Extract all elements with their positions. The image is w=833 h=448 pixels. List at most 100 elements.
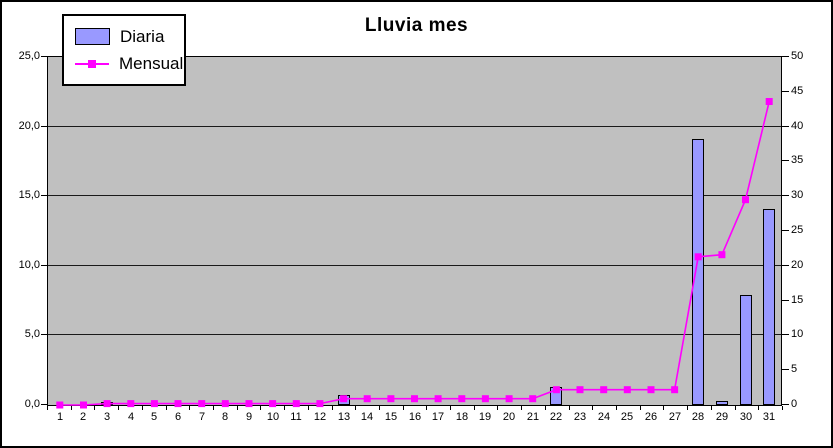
x-axis-tick: [663, 406, 664, 410]
mensual-marker-day-23: [576, 386, 584, 394]
mensual-marker-day-7: [198, 400, 206, 408]
x-axis-label: 9: [245, 411, 253, 423]
right-axis-tick: [782, 369, 789, 370]
right-axis-label: 50: [791, 50, 804, 62]
mensual-marker-day-31: [765, 98, 773, 105]
right-axis-label: 45: [791, 85, 804, 97]
x-axis-tick: [735, 406, 736, 410]
right-axis-label: 35: [791, 154, 804, 166]
x-axis-label: 2: [79, 411, 87, 423]
x-axis-label: 7: [198, 411, 206, 423]
x-axis-tick: [403, 406, 404, 410]
right-axis-label: 25: [791, 224, 804, 236]
x-axis-label: 4: [127, 411, 135, 423]
left-axis-tick: [41, 126, 48, 127]
gridline: [48, 126, 781, 127]
mensual-marker-day-12: [316, 400, 324, 408]
x-axis-tick: [260, 406, 261, 410]
x-axis-tick: [142, 406, 143, 410]
mensual-marker-day-30: [742, 196, 749, 204]
x-axis-tick: [758, 406, 759, 410]
x-axis-label: 30: [739, 411, 753, 423]
x-axis-label: 25: [620, 411, 634, 423]
x-axis-tick: [711, 406, 712, 410]
gridline: [48, 265, 781, 266]
mensual-marker-day-3: [103, 400, 111, 408]
right-axis-label: 30: [791, 189, 804, 201]
left-axis-tick: [41, 195, 48, 196]
x-axis-label: 11: [290, 411, 302, 423]
mensual-marker-day-4: [127, 400, 135, 408]
mensual-marker-day-5: [150, 400, 158, 408]
right-axis-label: 15: [791, 294, 804, 306]
right-axis-tick: [782, 91, 789, 92]
x-axis-tick: [474, 406, 475, 410]
legend-item-diaria: Diaria: [75, 27, 184, 47]
mensual-marker-day-21: [529, 395, 537, 403]
bar-day-30: [740, 295, 752, 405]
mensual-marker-day-14: [363, 395, 371, 403]
x-axis-label: 17: [431, 411, 445, 423]
left-axis-label: 20,0: [18, 120, 40, 132]
legend-label-diaria: Diaria: [120, 26, 165, 46]
x-axis-label: 20: [502, 411, 516, 423]
right-axis-tick: [782, 404, 789, 405]
left-axis-tick: [41, 56, 48, 57]
x-axis-label: 21: [526, 411, 540, 423]
mensual-marker-day-27: [671, 386, 679, 394]
left-axis-label: 0,0: [24, 398, 40, 410]
mensual-marker-day-22: [552, 386, 560, 394]
mensual-marker-day-15: [387, 395, 395, 403]
mensual-marker-day-9: [245, 400, 253, 408]
x-axis-label: 8: [221, 411, 229, 423]
x-axis-label: 27: [668, 411, 682, 423]
legend-label-mensual: Mensual: [119, 53, 184, 73]
left-axis-label: 5,0: [24, 328, 40, 340]
x-axis-label: 19: [478, 411, 492, 423]
x-axis-label: 13: [337, 411, 351, 423]
x-axis-label: 29: [715, 411, 729, 423]
right-axis-tick: [782, 300, 789, 301]
x-axis-tick: [782, 406, 783, 410]
x-axis-label: 23: [573, 411, 587, 423]
mensual-marker-day-13: [340, 395, 348, 403]
x-axis-label: 24: [597, 411, 611, 423]
x-axis-tick: [569, 406, 570, 410]
x-axis-label: 6: [174, 411, 182, 423]
x-axis-tick: [592, 406, 593, 410]
x-axis-tick: [687, 406, 688, 410]
gridline: [48, 334, 781, 335]
x-axis-label: 31: [762, 411, 776, 423]
chart-title: Lluvia mes: [364, 15, 469, 36]
mensual-marker-day-6: [174, 400, 182, 408]
line-swatch-icon: [75, 59, 109, 68]
mensual-marker-day-29: [718, 251, 726, 259]
mensual-marker-day-20: [505, 395, 513, 403]
x-axis-label: 15: [384, 411, 398, 423]
x-axis-tick: [426, 406, 427, 410]
x-axis-tick: [118, 406, 119, 410]
left-axis-tick: [41, 265, 48, 266]
legend-item-mensual: Mensual: [75, 54, 184, 74]
x-axis-label: 22: [549, 411, 563, 423]
right-axis-label: 20: [791, 259, 804, 271]
right-axis-label: 5: [791, 363, 798, 375]
left-axis-label: 25,0: [18, 50, 40, 62]
mensual-marker-day-8: [221, 400, 229, 408]
left-axis-label: 15,0: [18, 189, 40, 201]
right-axis-label: 40: [791, 120, 804, 132]
right-axis-tick: [782, 160, 789, 161]
x-axis-label: 28: [691, 411, 705, 423]
x-axis-tick: [189, 406, 190, 410]
x-axis-tick: [71, 406, 72, 410]
mensual-marker-day-17: [434, 395, 442, 403]
x-axis-tick: [237, 406, 238, 410]
gridline: [48, 195, 781, 196]
x-axis-tick: [166, 406, 167, 410]
x-axis-tick: [616, 406, 617, 410]
left-axis-tick: [41, 334, 48, 335]
bar-day-31: [763, 209, 775, 405]
legend: Diaria Mensual: [62, 14, 186, 86]
mensual-marker-day-1: [56, 401, 64, 409]
